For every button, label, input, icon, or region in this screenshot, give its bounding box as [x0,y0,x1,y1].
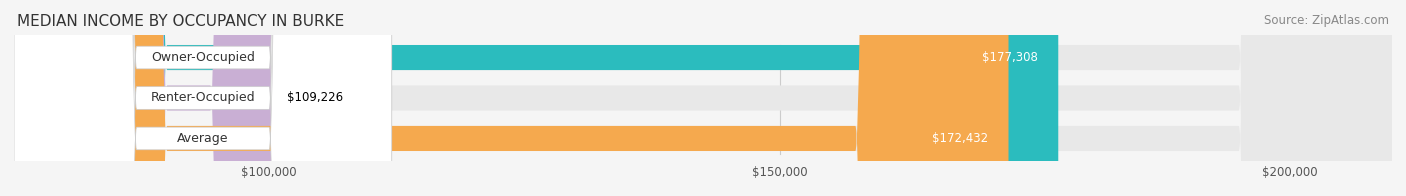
Text: $177,308: $177,308 [981,51,1038,64]
FancyBboxPatch shape [14,0,1392,196]
Text: Renter-Occupied: Renter-Occupied [150,92,256,104]
Text: Source: ZipAtlas.com: Source: ZipAtlas.com [1264,14,1389,27]
FancyBboxPatch shape [14,0,1059,196]
Text: Average: Average [177,132,229,145]
FancyBboxPatch shape [14,0,392,196]
Text: $172,432: $172,432 [932,132,988,145]
FancyBboxPatch shape [14,0,1008,196]
Text: MEDIAN INCOME BY OCCUPANCY IN BURKE: MEDIAN INCOME BY OCCUPANCY IN BURKE [17,14,344,29]
FancyBboxPatch shape [14,0,363,196]
Text: Owner-Occupied: Owner-Occupied [150,51,254,64]
FancyBboxPatch shape [14,0,1392,196]
FancyBboxPatch shape [14,0,392,196]
FancyBboxPatch shape [14,0,392,196]
Text: $109,226: $109,226 [287,92,343,104]
FancyBboxPatch shape [14,0,1392,196]
